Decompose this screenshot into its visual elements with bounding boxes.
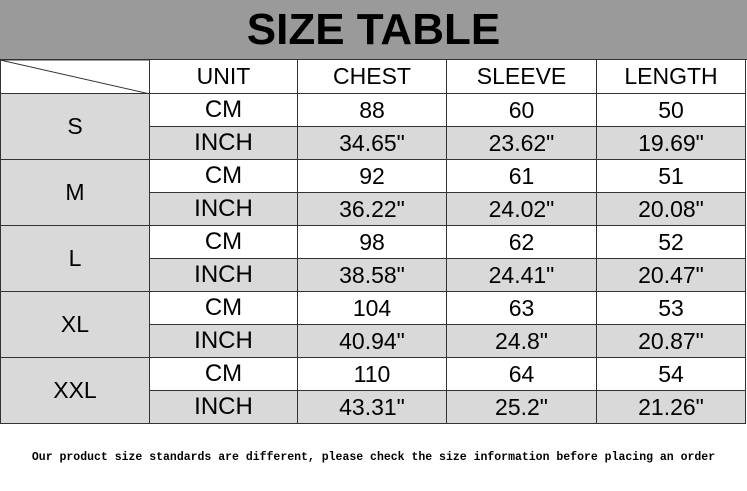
value-cell: 25.2" <box>447 391 597 424</box>
value-cell: 24.41" <box>447 259 597 292</box>
value-cell: 61 <box>447 160 597 193</box>
corner-cell <box>0 60 150 94</box>
column-header: LENGTH <box>597 60 746 94</box>
value-cell: 20.47" <box>597 259 746 292</box>
value-cell: 20.08" <box>597 193 746 226</box>
unit-cell: INCH <box>150 325 298 358</box>
column-header: UNIT <box>150 60 298 94</box>
column-header: CHEST <box>298 60 447 94</box>
value-cell: 64 <box>447 358 597 391</box>
value-cell: 51 <box>597 160 746 193</box>
size-label: XXL <box>0 358 150 424</box>
value-cell: 63 <box>447 292 597 325</box>
value-cell: 104 <box>298 292 447 325</box>
unit-cell: INCH <box>150 193 298 226</box>
size-label: S <box>0 94 150 160</box>
value-cell: 98 <box>298 226 447 259</box>
value-cell: 52 <box>597 226 746 259</box>
value-cell: 53 <box>597 292 746 325</box>
value-cell: 50 <box>597 94 746 127</box>
unit-cell: CM <box>150 94 298 127</box>
value-cell: 92 <box>298 160 447 193</box>
value-cell: 36.22" <box>298 193 447 226</box>
value-cell: 60 <box>447 94 597 127</box>
value-cell: 34.65" <box>298 127 447 160</box>
unit-cell: CM <box>150 226 298 259</box>
size-label: XL <box>0 292 150 358</box>
unit-cell: CM <box>150 358 298 391</box>
unit-cell: INCH <box>150 259 298 292</box>
size-label: L <box>0 226 150 292</box>
column-header: SLEEVE <box>447 60 597 94</box>
unit-cell: CM <box>150 160 298 193</box>
value-cell: 24.02" <box>447 193 597 226</box>
value-cell: 43.31" <box>298 391 447 424</box>
size-label: M <box>0 160 150 226</box>
title: SIZE TABLE <box>0 0 747 60</box>
unit-cell: INCH <box>150 391 298 424</box>
value-cell: 21.26" <box>597 391 746 424</box>
value-cell: 40.94" <box>298 325 447 358</box>
value-cell: 62 <box>447 226 597 259</box>
value-cell: 24.8" <box>447 325 597 358</box>
value-cell: 23.62" <box>447 127 597 160</box>
unit-cell: INCH <box>150 127 298 160</box>
value-cell: 88 <box>298 94 447 127</box>
value-cell: 110 <box>298 358 447 391</box>
value-cell: 38.58" <box>298 259 447 292</box>
note: Our product size standards are different… <box>31 451 716 464</box>
value-cell: 19.69" <box>597 127 746 160</box>
value-cell: 20.87" <box>597 325 746 358</box>
value-cell: 54 <box>597 358 746 391</box>
unit-cell: CM <box>150 292 298 325</box>
